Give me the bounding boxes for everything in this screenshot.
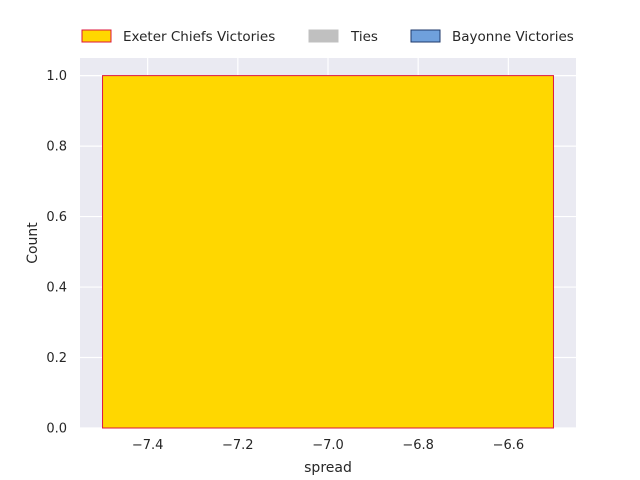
y-tick-labels: 0.0 0.2 0.4 0.6 0.8 1.0 [46,69,67,436]
x-tick-label: −7.4 [132,438,164,453]
x-axis-label: spread [304,460,352,476]
y-axis-label: Count [25,222,41,264]
legend-swatch [410,29,441,43]
y-tick-label: 0.4 [46,281,67,296]
legend-swatch [81,29,112,43]
y-tick-label: 0.2 [46,351,67,366]
legend: Exeter Chiefs Victories Ties Bayonne Victo… [81,29,574,45]
x-tick-labels: −7.4 −7.2 −7.0 −6.8 −6.6 [132,438,524,453]
y-tick-label: 0.6 [46,210,67,225]
bar [102,75,554,429]
x-tick-label: −7.2 [222,438,254,453]
legend-label: Ties [350,29,378,45]
x-tick-label: −6.6 [493,438,525,453]
legend-swatch [308,29,339,43]
bars [102,75,554,429]
x-tick-label: −6.8 [402,438,434,453]
y-tick-label: 0.8 [46,140,67,155]
y-tick-label: 1.0 [46,69,67,84]
x-tick-label: −7.0 [312,438,344,453]
legend-label: Bayonne Victories [452,29,574,45]
legend-label: Exeter Chiefs Victories [123,29,275,45]
y-tick-label: 0.0 [46,422,67,437]
